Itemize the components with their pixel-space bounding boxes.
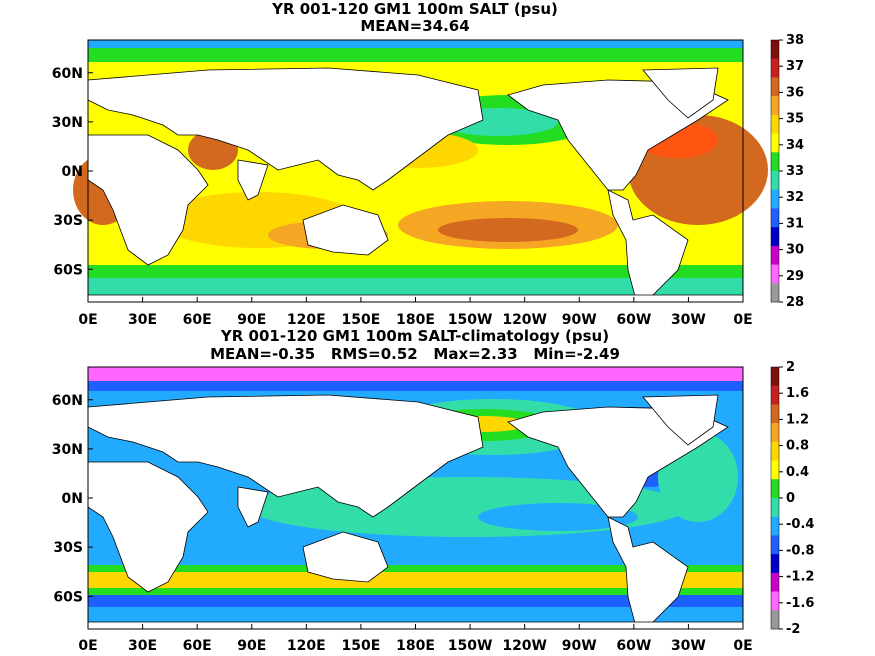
colorbar-tick-label: 37 xyxy=(786,59,804,74)
longitude-label: 30E xyxy=(128,638,157,654)
latitude-label: 30S xyxy=(53,540,83,556)
colorbar-swatch xyxy=(771,171,779,191)
colorbar-swatch xyxy=(771,264,779,284)
longitude-label: 150E xyxy=(342,638,381,654)
colorbar-tick-label: 34 xyxy=(786,138,804,153)
colorbar-tick-label: 29 xyxy=(786,269,804,284)
longitude-label: 60W xyxy=(616,312,651,328)
colorbar-tick-label: -1.6 xyxy=(786,596,814,611)
longitude-label: 30W xyxy=(671,638,706,654)
colorbar-swatch xyxy=(771,498,779,518)
colorbar-swatch xyxy=(771,441,779,461)
bottom-axis-labels: 60N 30N 0N 30S 60S 0E 30E 60E 90E 120E 150E 180E 150… xyxy=(52,393,753,654)
colorbar-swatch xyxy=(771,554,779,574)
colorbar-tick-label: 0 xyxy=(786,491,795,506)
colorbar-tick-label: 38 xyxy=(786,33,804,48)
longitude-label: 0E xyxy=(733,312,752,328)
longitude-label: 90W xyxy=(562,638,597,654)
colorbar-tick-label: 33 xyxy=(786,164,804,179)
latitude-label: 0N xyxy=(62,491,83,507)
top-panel-title-line2: MEAN=34.64 xyxy=(360,17,470,35)
longitude-label: 30E xyxy=(128,312,157,328)
longitude-label: 60W xyxy=(616,638,651,654)
colorbar-tick-label: 31 xyxy=(786,216,804,231)
longitude-label: 120W xyxy=(502,638,547,654)
colorbar-swatch xyxy=(771,283,779,303)
colorbar-swatch xyxy=(771,227,779,247)
longitude-label: 0E xyxy=(78,638,97,654)
colorbar-swatch xyxy=(771,40,779,60)
latitude-label: 60S xyxy=(53,589,83,605)
colorbar-tick-label: -2 xyxy=(786,622,800,637)
colorbar-swatch xyxy=(771,479,779,499)
longitude-label: 0E xyxy=(733,638,752,654)
longitude-label: 120W xyxy=(502,312,547,328)
longitude-label: 180E xyxy=(396,638,435,654)
colorbar-swatch xyxy=(771,96,779,116)
colorbar-swatch xyxy=(771,77,779,97)
colorbar-tick-label: 0.4 xyxy=(786,465,809,480)
longitude-label: 90E xyxy=(237,638,266,654)
top-axis-labels: 60N 30N 0N 30S 60S 0E 30E 60E 90E 120E 150E 180E 150… xyxy=(52,66,753,328)
colorbar-swatch xyxy=(771,367,779,387)
colorbar-tick-label: 32 xyxy=(786,190,804,205)
longitude-label: 120E xyxy=(287,312,326,328)
colorbar-swatch xyxy=(771,404,779,424)
latitude-label: 30N xyxy=(52,442,83,458)
colorbar-tick-label: 35 xyxy=(786,112,804,127)
longitude-label: 90E xyxy=(237,312,266,328)
colorbar-tick-label: 2 xyxy=(786,360,795,375)
colorbar-tick-label: 28 xyxy=(786,295,804,310)
latitude-label: 0N xyxy=(62,164,83,180)
colorbar-tick-label: 30 xyxy=(786,243,804,258)
longitude-label: 150E xyxy=(342,312,381,328)
colorbar-swatch xyxy=(771,385,779,405)
longitude-label: 180E xyxy=(396,312,435,328)
colorbar-swatch xyxy=(771,591,779,611)
colorbar-tick-label: -1.2 xyxy=(786,570,814,585)
longitude-label: 120E xyxy=(287,638,326,654)
colorbar-swatch xyxy=(771,133,779,153)
longitude-label: 150W xyxy=(448,638,493,654)
colorbar-swatch xyxy=(771,208,779,228)
latitude-label: 60N xyxy=(52,66,83,82)
colorbar-swatch xyxy=(771,423,779,443)
colorbar-tick-label: -0.8 xyxy=(786,543,814,558)
latitude-label: 60N xyxy=(52,393,83,409)
longitude-label: 150W xyxy=(448,312,493,328)
colorbar-tick-label: 0.8 xyxy=(786,439,809,454)
colorbar-tick-label: 36 xyxy=(786,85,804,100)
longitude-label: 30W xyxy=(671,312,706,328)
longitude-label: 60E xyxy=(183,312,212,328)
colorbar-swatch xyxy=(771,58,779,78)
longitude-label: 90W xyxy=(562,312,597,328)
top-panel-title-line1: YR 001-120 GM1 100m SALT (psu) xyxy=(272,0,558,18)
bottom-panel-title-line1: YR 001-120 GM1 100m SALT-climatology (ps… xyxy=(220,327,610,345)
colorbar-swatch xyxy=(771,535,779,555)
colorbar-tick-label: -0.4 xyxy=(786,517,814,532)
colorbar-swatch xyxy=(771,189,779,209)
colorbar-swatch xyxy=(771,610,779,630)
top-map xyxy=(73,39,768,303)
colorbar-swatch xyxy=(771,152,779,172)
latitude-label: 30S xyxy=(53,213,83,229)
bottom-panel-colorbar: 2 1.6 1.2 0.8 0.4 0 -0.4 -0.8 -1.2 -1.6 -2 xyxy=(770,360,814,637)
colorbar-tick-label: 1.6 xyxy=(786,386,809,401)
colorbar-swatch xyxy=(771,114,779,134)
colorbar-swatch xyxy=(771,572,779,592)
longitude-label: 0E xyxy=(78,312,97,328)
colorbar-swatch xyxy=(771,516,779,536)
colorbar-swatch xyxy=(771,460,779,480)
bottom-map xyxy=(87,366,744,630)
latitude-label: 60S xyxy=(53,262,83,278)
longitude-label: 60E xyxy=(183,638,212,654)
bottom-panel-title-line2: MEAN=-0.35 RMS=0.52 Max=2.33 Min=-2.49 xyxy=(210,345,620,363)
top-panel-colorbar: 38 37 36 35 34 33 32 31 30 29 28 xyxy=(770,33,804,310)
colorbar-swatch xyxy=(771,245,779,265)
colorbar-tick-label: 1.2 xyxy=(786,412,809,427)
latitude-label: 30N xyxy=(52,115,83,131)
